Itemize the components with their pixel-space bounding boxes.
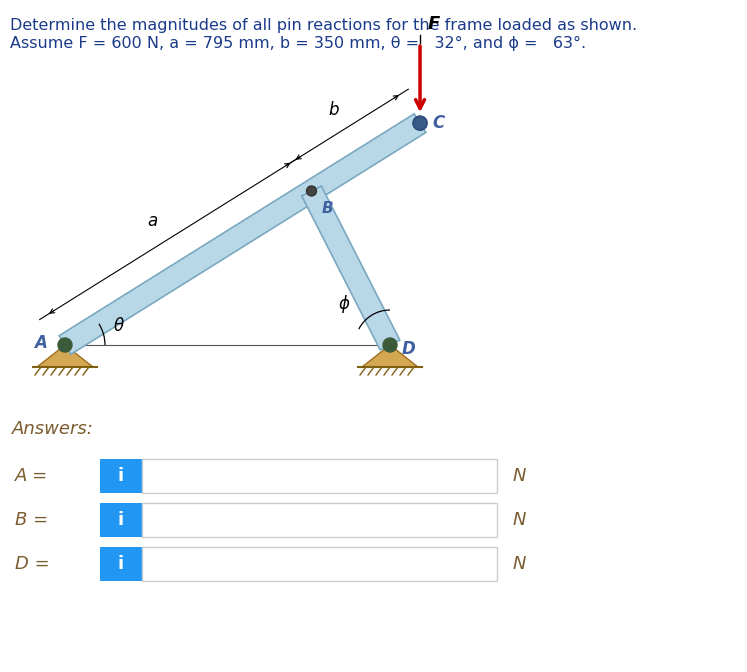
- FancyBboxPatch shape: [142, 459, 497, 493]
- Text: N: N: [513, 555, 527, 573]
- Text: B: B: [321, 201, 333, 216]
- Text: Answers:: Answers:: [12, 420, 94, 438]
- Text: D =: D =: [15, 555, 50, 573]
- Circle shape: [58, 338, 72, 352]
- FancyBboxPatch shape: [100, 503, 142, 537]
- FancyBboxPatch shape: [100, 459, 142, 493]
- Text: C: C: [432, 114, 444, 132]
- Text: a: a: [147, 212, 158, 230]
- FancyBboxPatch shape: [142, 547, 497, 581]
- FancyBboxPatch shape: [100, 547, 142, 581]
- Text: N: N: [513, 511, 527, 529]
- Text: b: b: [329, 101, 339, 120]
- Text: i: i: [118, 511, 124, 529]
- Text: N: N: [513, 467, 527, 485]
- Text: i: i: [118, 467, 124, 485]
- Circle shape: [383, 338, 397, 352]
- Polygon shape: [302, 186, 400, 350]
- Text: i: i: [118, 555, 124, 573]
- Text: B =: B =: [15, 511, 49, 529]
- Text: $\theta$: $\theta$: [113, 317, 125, 335]
- Text: D: D: [402, 340, 416, 358]
- Circle shape: [413, 116, 427, 130]
- Text: Assume F = 600 N, a = 795 mm, b = 350 mm, θ =   32°, and ϕ =   63°.: Assume F = 600 N, a = 795 mm, b = 350 mm…: [10, 36, 586, 51]
- Text: F: F: [428, 15, 440, 33]
- Polygon shape: [59, 114, 426, 354]
- Text: $\phi$: $\phi$: [338, 293, 350, 315]
- Circle shape: [306, 186, 317, 196]
- Polygon shape: [362, 345, 418, 367]
- FancyBboxPatch shape: [142, 503, 497, 537]
- Text: Determine the magnitudes of all pin reactions for the frame loaded as shown.: Determine the magnitudes of all pin reac…: [10, 18, 637, 33]
- Polygon shape: [37, 345, 93, 367]
- Text: A: A: [34, 334, 47, 352]
- Text: A =: A =: [15, 467, 49, 485]
